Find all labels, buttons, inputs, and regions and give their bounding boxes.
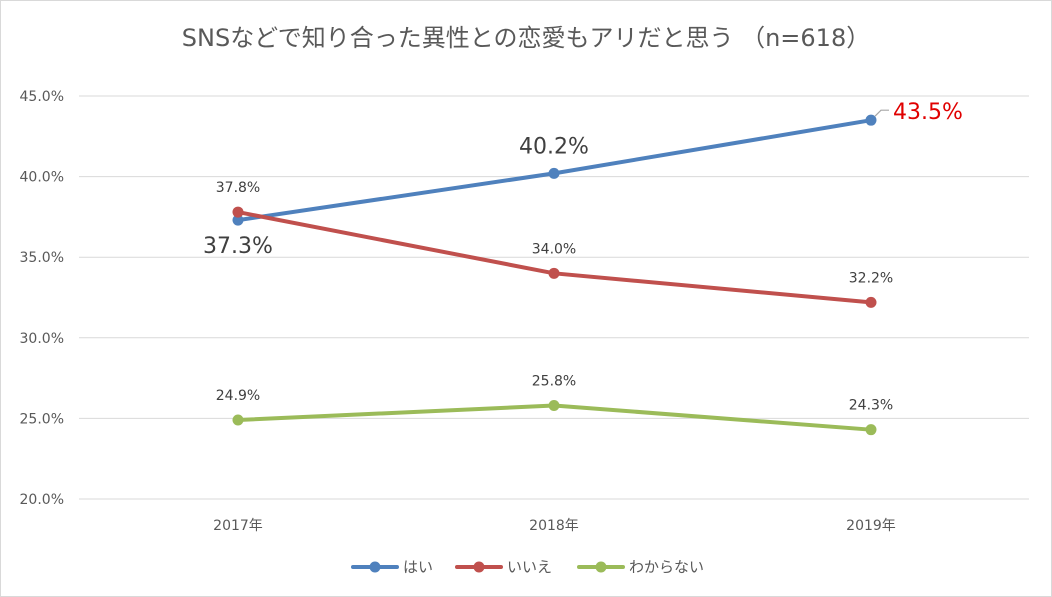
x-tick-label: 2017年: [213, 518, 263, 534]
data-label: 32.2%: [849, 270, 893, 286]
legend-label: はい: [403, 558, 433, 576]
data-point: [865, 296, 877, 308]
y-axis: 20.0% 25.0% 30.0% 35.0% 40.0% 45.0%: [20, 89, 64, 508]
data-label: 37.8%: [216, 180, 260, 196]
legend-marker: [369, 561, 381, 573]
legend-label: いいえ: [507, 558, 552, 576]
y-tick-label: 25.0%: [20, 411, 64, 427]
data-point: [548, 167, 560, 179]
data-label: 37.3%: [203, 234, 273, 259]
data-point: [232, 414, 244, 426]
data-labels: 37.3% 40.2% 43.5% 37.8% 34.0% 32.2% 24.9% 25.8%…: [203, 100, 963, 414]
data-label: 25.8%: [532, 374, 576, 390]
y-tick-label: 30.0%: [20, 331, 64, 347]
y-tick-label: 20.0%: [20, 492, 64, 508]
data-label: 40.2%: [519, 134, 589, 159]
chart-title: SNSなどで知り合った異性との恋愛もアリだと思う （n=618）: [182, 24, 870, 52]
data-label: 43.5%: [893, 100, 963, 125]
legend-marker: [595, 561, 607, 573]
series-group: [232, 114, 877, 436]
legend-label: わからない: [629, 558, 704, 576]
legend-marker: [473, 561, 485, 573]
legend: はい いいえ わからない: [351, 558, 704, 576]
x-tick-label: 2019年: [846, 518, 896, 534]
data-label: 24.3%: [849, 398, 893, 414]
label-leader-line: [874, 109, 889, 117]
data-point: [548, 267, 560, 279]
data-point: [865, 114, 877, 126]
data-label: 24.9%: [216, 388, 260, 404]
y-tick-label: 45.0%: [20, 89, 64, 105]
x-tick-label: 2018年: [529, 518, 579, 534]
x-axis: 2017年 2018年 2019年: [213, 518, 896, 534]
y-tick-label: 35.0%: [20, 250, 64, 266]
data-label: 34.0%: [532, 241, 576, 257]
data-point: [232, 214, 244, 226]
data-point: [232, 206, 244, 218]
data-point: [548, 400, 560, 412]
y-tick-label: 40.0%: [20, 170, 64, 186]
data-point: [865, 424, 877, 436]
